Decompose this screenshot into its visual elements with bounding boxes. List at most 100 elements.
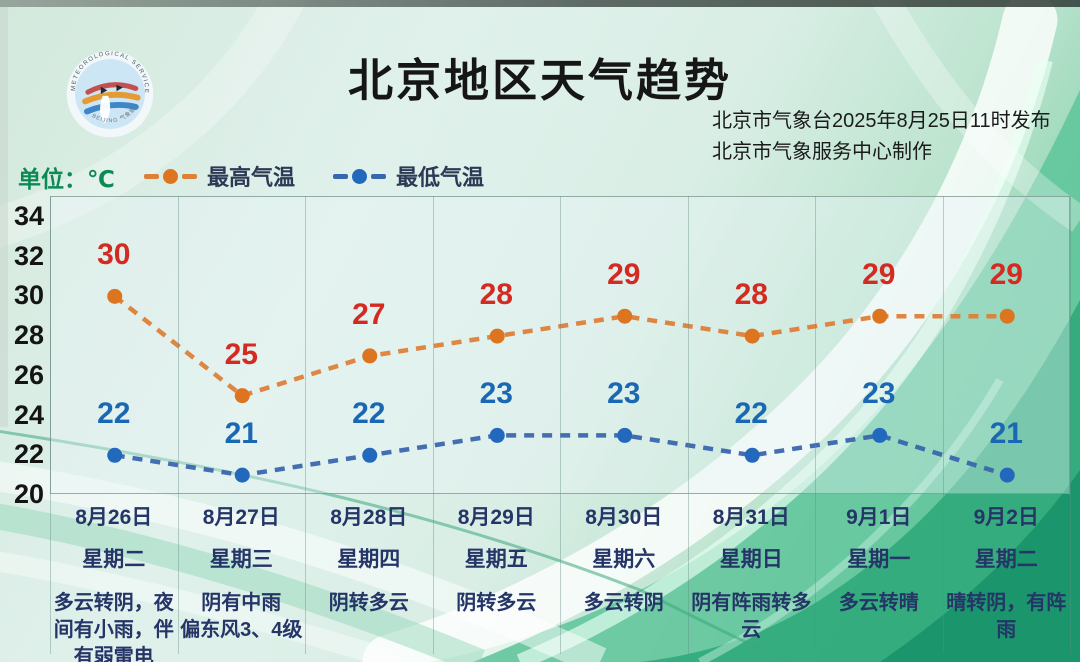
low-temp-value-label: 22 — [352, 397, 386, 431]
high-temp-value-label: 28 — [734, 278, 768, 312]
low-temp-value-label: 23 — [479, 377, 513, 411]
low-temp-value-label: 21 — [224, 417, 258, 451]
column-separator — [305, 196, 306, 654]
low-temp-point — [872, 427, 888, 443]
high-temp-point — [107, 288, 123, 304]
y-axis-tick-label: 22 — [13, 439, 44, 470]
legend-label-high: 最高气温 — [207, 165, 296, 190]
low-temp-point — [107, 447, 123, 463]
low-temp-point — [234, 467, 250, 483]
low-temp-line — [114, 433, 1008, 478]
date-label: 8月31日 — [712, 506, 790, 529]
high-temp-legend-marker-icon — [144, 168, 197, 184]
y-axis-tick-label: 24 — [13, 399, 44, 430]
low-temp-point — [489, 427, 505, 443]
high-temp-value-label: 29 — [862, 258, 896, 292]
day-column: 9月2日 星期二 晴转阴，有阵 雨 — [943, 494, 1071, 644]
weather-label: 阴转多云 — [456, 592, 537, 614]
weather-label: 阴有中雨 偏东风3、4级 — [180, 592, 303, 641]
low-temp-value-label: 21 — [989, 417, 1023, 451]
date-label: 9月2日 — [973, 506, 1039, 529]
issued-line-1: 北京市气象台2025年8月25日11时发布 — [712, 110, 1051, 132]
page-title: 北京地区天气趋势 — [347, 55, 732, 106]
issued-info: 北京市气象台2025年8月25日11时发布 北京市气象服务中心制作 — [712, 106, 1051, 168]
column-separator — [942, 196, 944, 654]
high-temp-value-label: 30 — [97, 238, 131, 272]
day-column: 8月31日星期日阴有阵雨转多 云 — [688, 494, 816, 644]
column-separator — [177, 196, 179, 654]
column-separator — [432, 196, 434, 654]
high-temp-point — [872, 308, 888, 324]
day-column: 8月27日星期三阴有中雨 偏东风3、4级 — [178, 494, 306, 644]
high-temp-value-label: 29 — [989, 258, 1023, 292]
weather-label: 阴有阵雨转多 云 — [691, 592, 812, 641]
date-label: 8月26日 — [75, 506, 153, 529]
weather-service-logo-icon: METEOROLOGICAL SERVICE BEIJING 气象服务 — [64, 48, 154, 138]
y-axis-tick-label: 26 — [13, 359, 44, 390]
weekday-label: 星期四 — [337, 548, 401, 571]
weather-label: 多云转阴，夜 间有小雨，伴 有弱雷电 — [53, 592, 174, 662]
column-separator — [560, 196, 561, 654]
y-axis-tick-label: 30 — [13, 280, 44, 311]
weekday-label: 星期二 — [974, 548, 1038, 571]
date-label: 9月1日 — [846, 506, 912, 529]
date-label: 8月27日 — [202, 506, 280, 529]
low-temp-point — [744, 447, 760, 463]
chart-legend: 最高气温 最低气温 — [144, 160, 484, 192]
weather-label: 多云转阴 — [583, 592, 664, 614]
high-temp-line — [113, 294, 1008, 399]
low-temp-value-label: 22 — [734, 397, 768, 431]
y-axis-tick-label: 34 — [13, 200, 44, 231]
day-column: 8月30日星期六多云转阴 — [560, 494, 688, 617]
low-temp-point — [362, 447, 378, 463]
legend-label-low: 最低气温 — [396, 165, 485, 190]
high-temp-value-label: 25 — [224, 337, 258, 371]
date-label: 8月28日 — [330, 506, 408, 529]
high-temp-point — [744, 328, 760, 344]
high-temp-point — [234, 388, 250, 404]
low-temp-value-label: 23 — [607, 377, 641, 411]
weekday-label: 星期六 — [592, 548, 656, 571]
column-separator — [50, 196, 51, 654]
issued-line-2: 北京市气象服务中心制作 — [712, 141, 932, 163]
high-temp-point — [489, 328, 505, 344]
weekday-label: 星期二 — [82, 548, 146, 571]
weekday-label: 星期日 — [719, 548, 783, 571]
temperature-lines-canvas — [107, 288, 1015, 483]
left-edge-strip — [0, 7, 8, 427]
weekday-label: 星期五 — [464, 548, 528, 571]
date-label: 8月30日 — [585, 506, 663, 529]
low-temp-value-label: 22 — [97, 397, 131, 431]
low-temp-point — [617, 427, 633, 443]
high-temp-point — [617, 308, 633, 324]
high-temp-point — [362, 348, 378, 364]
y-axis-tick-label: 28 — [13, 320, 44, 351]
low-temp-point — [999, 467, 1015, 483]
column-separator — [815, 196, 816, 654]
column-separator — [1070, 196, 1071, 654]
high-temp-value-label: 27 — [352, 297, 386, 331]
date-label: 8月29日 — [457, 506, 535, 529]
weather-label: 多云转晴 — [838, 592, 919, 614]
high-temp-point — [999, 308, 1015, 324]
day-column: 9月1日星期一多云转晴 — [815, 494, 943, 617]
legend-item-low: 最低气温 — [333, 160, 484, 192]
top-edge-strip — [0, 0, 1080, 7]
legend-item-high: 最高气温 — [144, 160, 295, 192]
low-temp-legend-marker-icon — [333, 168, 387, 184]
day-column: 8月28日星期四阴转多云 — [305, 494, 433, 617]
y-axis-tick-label: 20 — [13, 479, 44, 509]
day-column: 8月29日星期五阴转多云 — [433, 494, 561, 617]
high-temp-value-label: 29 — [607, 258, 641, 292]
weekday-label: 星期三 — [209, 548, 273, 571]
unit-label: 单位：℃ — [18, 166, 115, 192]
high-temp-value-label: 28 — [479, 278, 513, 312]
column-separator — [687, 196, 689, 654]
weekday-label: 星期一 — [847, 548, 911, 571]
plot-area — [50, 196, 1070, 494]
weather-label: 阴转多云 — [328, 592, 409, 614]
day-column: 8月26日星期二多云转阴，夜 间有小雨，伴 有弱雷电 — [50, 494, 178, 662]
low-temp-value-label: 23 — [862, 377, 896, 411]
